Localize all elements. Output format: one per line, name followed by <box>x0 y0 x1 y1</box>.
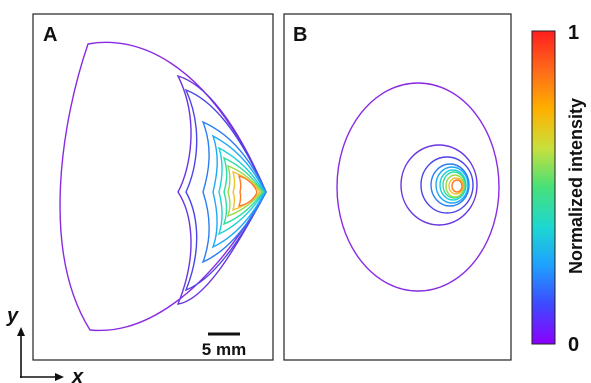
panel-a: A 5 mm <box>32 13 274 361</box>
panel-a-frame <box>32 13 274 361</box>
panel-a-contour-line <box>237 174 258 207</box>
y-axis-label: y <box>6 305 19 327</box>
panel-a-contour-line <box>176 74 267 305</box>
y-axis-arrowhead-icon <box>17 327 25 336</box>
scale-bar: 5 mm <box>202 332 246 359</box>
panel-a-contour-line <box>217 146 265 236</box>
panel-b-contour-line <box>439 169 467 201</box>
panel-a-contour-line <box>226 164 263 218</box>
panel-a-label: A <box>43 24 57 46</box>
scale-bar-label: 5 mm <box>202 340 246 359</box>
panel-a-contour-line <box>222 156 264 226</box>
colorbar-max-label: 1 <box>568 22 579 44</box>
panel-a-contour-line <box>59 41 267 332</box>
colorbar-title: Normalized intensity <box>566 98 586 274</box>
panel-a-contour-line <box>201 120 267 264</box>
panel-b-contours <box>336 82 500 292</box>
panel-b-contour-line <box>430 163 470 207</box>
panel-a-contour-line <box>184 88 267 292</box>
panel-b-contour-line <box>435 166 469 204</box>
panel-a-contours <box>59 41 267 332</box>
panel-b-contour-line <box>442 171 466 199</box>
panel-b-contour-line <box>336 82 500 292</box>
colorbar-gradient <box>531 30 556 345</box>
panel-b-contour-line <box>451 179 463 193</box>
x-axis-arrowhead-icon <box>55 373 64 381</box>
colorbar-min-label: 0 <box>568 334 579 356</box>
colorbar: 1 0 Normalized intensity <box>531 22 586 356</box>
panel-b-label: B <box>293 24 307 46</box>
panel-b-contour-line <box>445 174 465 198</box>
panel-a-contour-line <box>211 134 266 249</box>
x-axis-label: x <box>71 366 84 383</box>
panel-b-contour-line <box>448 177 464 195</box>
axes-indicator: y x <box>6 305 84 383</box>
panel-b-contour-line <box>400 144 478 226</box>
panel-b: B <box>283 13 512 361</box>
panel-b-contour-line <box>420 156 474 214</box>
